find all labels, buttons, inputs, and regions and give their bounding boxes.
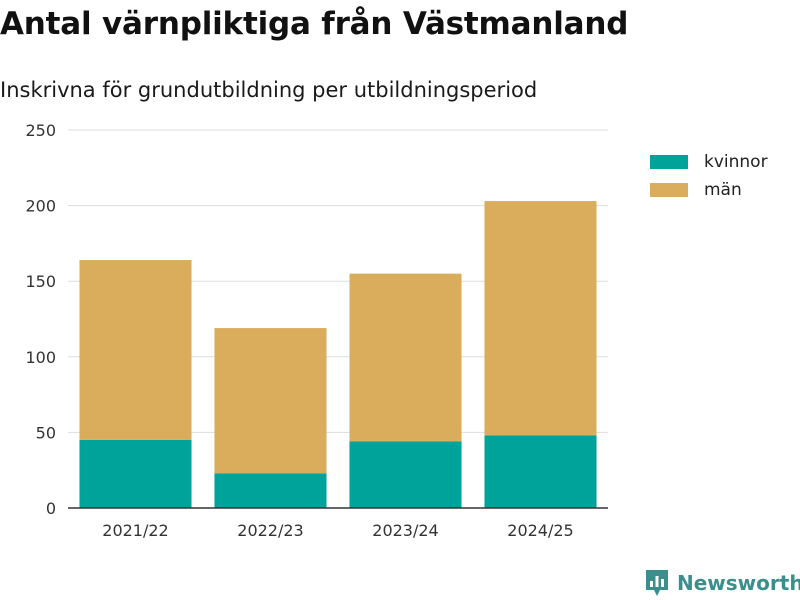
x-tick-label: 2022/23 — [237, 521, 303, 540]
y-tick-label: 0 — [46, 499, 56, 518]
bar-kvinnor — [349, 441, 462, 508]
bar-kvinnor — [484, 435, 597, 508]
chart-title: Antal värnpliktiga från Västmanland — [0, 6, 629, 42]
x-tick-label: 2021/22 — [102, 521, 168, 540]
y-tick-label: 50 — [36, 423, 56, 442]
x-tick-label: 2023/24 — [372, 521, 438, 540]
legend-label-man: män — [704, 180, 742, 200]
x-tick-label: 2024/25 — [507, 521, 573, 540]
legend-item-kvinnor[interactable]: kvinnor — [650, 148, 768, 176]
brand-logo[interactable]: Newsworthy — [644, 568, 800, 598]
bar-man — [214, 328, 327, 474]
brand-name: Newsworthy — [677, 571, 800, 595]
legend-swatch-man — [650, 183, 688, 197]
bar-man — [349, 273, 462, 442]
legend: kvinnor män — [650, 148, 768, 204]
bar-man — [79, 260, 192, 440]
chart-subtitle: Inskrivna för grundutbildning per utbild… — [0, 78, 538, 102]
legend-item-man[interactable]: män — [650, 176, 768, 204]
y-tick-label: 200 — [25, 197, 56, 216]
bar-kvinnor — [214, 473, 327, 508]
legend-label-kvinnor: kvinnor — [704, 152, 768, 172]
y-tick-label: 150 — [25, 272, 56, 291]
y-tick-label: 250 — [25, 121, 56, 140]
y-tick-label: 100 — [25, 348, 56, 367]
newsworthy-logo-icon — [646, 570, 668, 596]
legend-swatch-kvinnor — [650, 155, 688, 169]
bar-kvinnor — [79, 439, 192, 508]
bar-man — [484, 201, 597, 436]
